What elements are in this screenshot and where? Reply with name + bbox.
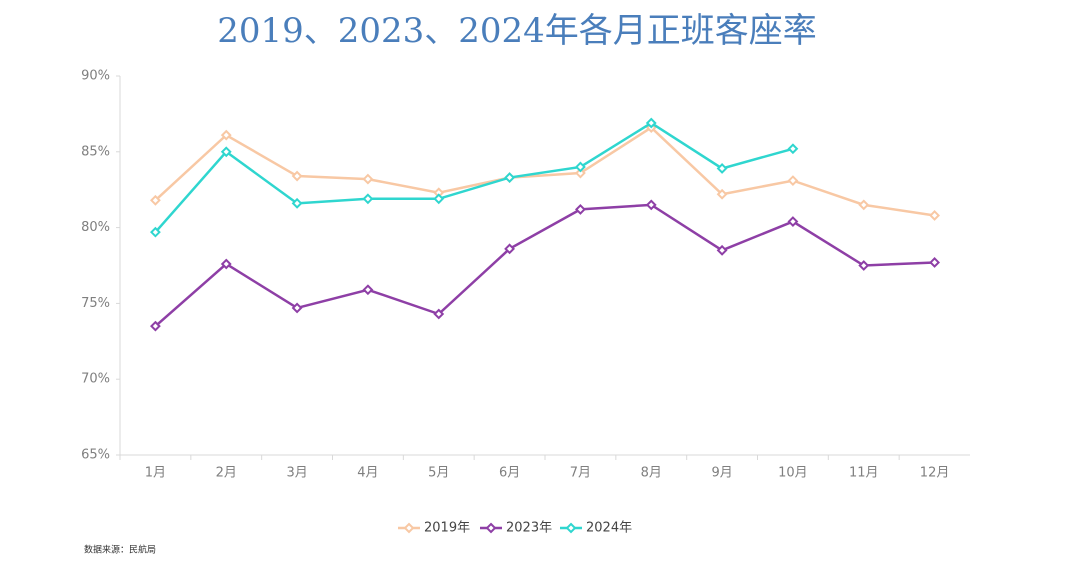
point: [858, 260, 870, 271]
series-line: [154, 125, 935, 217]
point: [787, 143, 799, 155]
x-tick-label: 3月: [286, 466, 307, 481]
x-tick-label: 11月: [849, 466, 879, 481]
point: [150, 320, 161, 332]
point: [645, 199, 657, 211]
y-tick-label: 75%: [81, 296, 110, 311]
point: [150, 194, 161, 206]
point: [220, 129, 232, 141]
point: [575, 161, 586, 173]
source: 数据来源：民航局: [84, 544, 156, 556]
legend-marker: [565, 522, 577, 534]
legend-label: 2019年: [424, 521, 470, 536]
x-tick-label: 10月: [778, 466, 808, 481]
x-tick-label: 6月: [499, 466, 520, 481]
y-tick-label: 80%: [81, 220, 110, 235]
point: [291, 170, 303, 182]
point: [716, 244, 728, 256]
point: [504, 243, 515, 255]
point: [575, 167, 586, 179]
point: [929, 257, 940, 268]
series-line: [154, 121, 794, 233]
legend-label: 2024年: [586, 521, 632, 536]
point: [291, 302, 303, 314]
point: [858, 199, 870, 211]
y-tick-label: 90%: [81, 69, 110, 84]
point: [220, 146, 232, 158]
point: [716, 163, 728, 174]
point: [362, 173, 374, 185]
series-line: [154, 203, 935, 328]
x-tick-label: 5月: [428, 466, 449, 481]
x-tick-label: 2月: [216, 466, 237, 481]
x-tick-label: 7月: [570, 466, 591, 481]
point: [716, 188, 728, 200]
point: [575, 203, 586, 215]
y-tick-label: 85%: [81, 144, 110, 159]
point: [645, 117, 657, 129]
point: [150, 226, 161, 238]
point: [291, 197, 303, 209]
x-tick-label: 4月: [357, 466, 378, 481]
point: [433, 193, 445, 205]
point: [220, 258, 232, 270]
point: [929, 210, 940, 221]
point: [433, 308, 445, 320]
legend-marker: [403, 522, 415, 534]
legend-marker: [485, 522, 497, 534]
point: [362, 284, 374, 296]
point: [787, 216, 799, 227]
y-tick-label: 70%: [81, 372, 110, 387]
point: [787, 175, 799, 187]
point: [362, 193, 374, 205]
chart-title: 2019、2023、2024年各月正班客座率: [217, 11, 817, 51]
x-tick-label: 12月: [920, 466, 950, 481]
x-tick-label: 8月: [641, 466, 662, 481]
y-tick-label: 65%: [81, 448, 110, 463]
x-tick-label: 9月: [711, 466, 732, 481]
x-tick-label: 1月: [145, 466, 166, 481]
point: [504, 172, 515, 183]
legend-label: 2023年: [506, 521, 552, 536]
